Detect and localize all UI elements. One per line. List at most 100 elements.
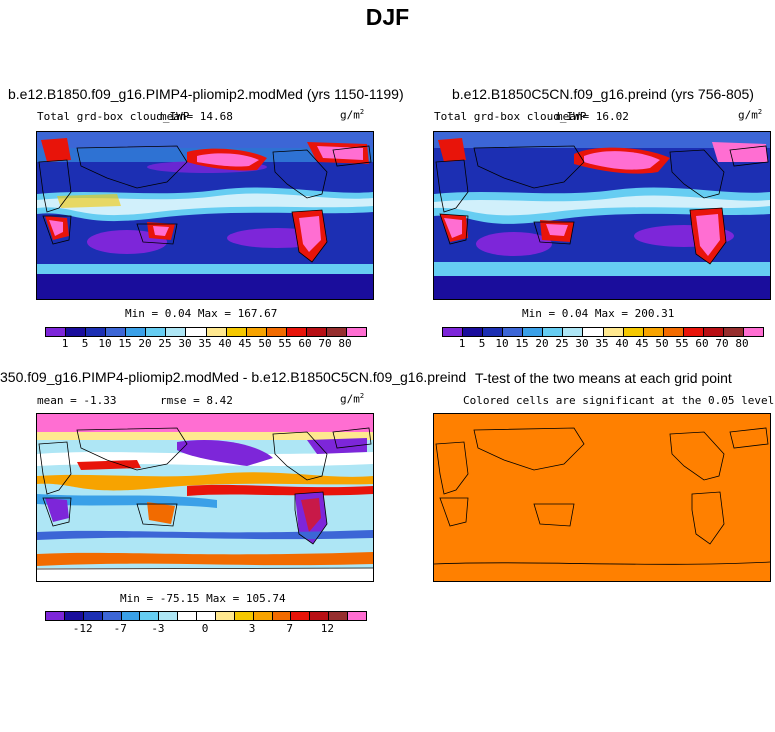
panel1-map-svg (37, 132, 373, 299)
panel3-title: 350.f09_g16.PIMP4-pliomip2.modMed - b.e1… (0, 369, 467, 385)
colorbar-tick-label: 0 (201, 622, 209, 635)
figure-title: DJF (365, 4, 410, 30)
panel3-map-svg (37, 414, 373, 581)
panel2-minmax: Min = 0.04 Max = 200.31 (522, 307, 675, 320)
colorbar-swatch (306, 328, 327, 336)
colorbar-swatch (86, 328, 107, 336)
colorbar-tick-label: 45 (635, 337, 649, 350)
colorbar-swatch (563, 328, 584, 336)
panel1-colorbar-ticks: 1 5 10 15 20 25 30 35 40 45 50 55 60 70 80 (45, 337, 365, 351)
panel2-map (433, 131, 771, 300)
panel4-subtitle: Colored cells are significant at the 0.0… (463, 394, 775, 407)
colorbar-swatch (246, 328, 267, 336)
colorbar-tick-label: 35 (595, 337, 609, 350)
colorbar-swatch (623, 328, 644, 336)
colorbar-swatch (603, 328, 624, 336)
colorbar-swatch (126, 328, 147, 336)
colorbar-tick-label: -7 (113, 622, 127, 635)
colorbar-swatch (215, 612, 235, 620)
colorbar-swatch (234, 612, 254, 620)
colorbar-swatch (703, 328, 724, 336)
panel3-colorbar (45, 611, 367, 621)
panel2-units: g/m2 (738, 108, 763, 122)
colorbar-swatch (266, 328, 287, 336)
colorbar-tick-label: 5 (81, 337, 89, 350)
colorbar-tick-label: 20 (138, 337, 152, 350)
panel1-title: b.e12.B1850.f09_g16.PIMP4-pliomip2.modMe… (8, 86, 404, 102)
colorbar-swatch (310, 612, 330, 620)
panel2-map-svg (434, 132, 770, 299)
colorbar-swatch (346, 328, 366, 336)
panel1-units: g/m2 (340, 108, 365, 122)
panel3-colorbar-ticks: -12 -7 -3 0 3 7 12 (45, 622, 365, 636)
colorbar-tick-label: 5 (478, 337, 486, 350)
colorbar-swatch (291, 612, 311, 620)
colorbar-swatch (197, 612, 216, 620)
colorbar-swatch (83, 612, 103, 620)
colorbar-tick-label: 55 (278, 337, 292, 350)
colorbar-swatch (503, 328, 524, 336)
colorbar-swatch (483, 328, 504, 336)
colorbar-swatch (348, 612, 366, 620)
colorbar-swatch (683, 328, 704, 336)
colorbar-tick-label: 30 (575, 337, 589, 350)
colorbar-tick-label: 60 (298, 337, 312, 350)
colorbar-tick-label: 3 (248, 622, 256, 635)
colorbar-tick-label: 25 (555, 337, 569, 350)
colorbar-swatch (102, 612, 122, 620)
panel3-mean: mean = -1.33 (37, 394, 117, 407)
colorbar-swatch (583, 328, 604, 336)
colorbar-tick-label: 1 (458, 337, 466, 350)
panel1-mean: mean= 14.68 (160, 110, 233, 123)
panel1-minmax: Min = 0.04 Max = 167.67 (125, 307, 278, 320)
colorbar-tick-label: 45 (238, 337, 252, 350)
panel2-title: b.e12.B1850C5CN.f09_g16.preind (yrs 756-… (452, 86, 754, 102)
colorbar-tick-label: 15 (118, 337, 132, 350)
colorbar-tick-label: 7 (286, 622, 294, 635)
colorbar-swatch (523, 328, 544, 336)
panel2-colorbar-ticks: 1 5 10 15 20 25 30 35 40 45 50 55 60 70 80 (442, 337, 762, 351)
panel1-colorbar (45, 327, 367, 337)
colorbar-tick-label: 10 (98, 337, 112, 350)
colorbar-tick-label: 12 (320, 622, 334, 635)
colorbar-swatch (186, 328, 207, 336)
colorbar-swatch (46, 612, 65, 620)
colorbar-tick-label: 40 (218, 337, 232, 350)
colorbar-swatch (121, 612, 141, 620)
colorbar-tick-label: 60 (695, 337, 709, 350)
colorbar-tick-label: 70 (715, 337, 729, 350)
colorbar-tick-label: 40 (615, 337, 629, 350)
colorbar-swatch (146, 328, 167, 336)
colorbar-swatch (226, 328, 247, 336)
colorbar-tick-label: 1 (61, 337, 69, 350)
colorbar-tick-label: 30 (178, 337, 192, 350)
colorbar-swatch (723, 328, 744, 336)
colorbar-swatch (64, 612, 84, 620)
colorbar-swatch (543, 328, 564, 336)
panel2-mean: mean= 16.02 (556, 110, 629, 123)
colorbar-swatch (46, 328, 67, 336)
colorbar-swatch (663, 328, 684, 336)
panel4-map (433, 413, 771, 582)
colorbar-swatch (326, 328, 347, 336)
colorbar-tick-label: 50 (655, 337, 669, 350)
colorbar-tick-label: 80 (338, 337, 352, 350)
colorbar-tick-label: 70 (318, 337, 332, 350)
colorbar-swatch (66, 328, 87, 336)
colorbar-tick-label: 10 (495, 337, 509, 350)
colorbar-tick-label: 20 (535, 337, 549, 350)
panel3-map (36, 413, 374, 582)
colorbar-tick-label: 35 (198, 337, 212, 350)
colorbar-swatch (206, 328, 227, 336)
colorbar-swatch (443, 328, 464, 336)
colorbar-tick-label: 50 (258, 337, 272, 350)
panel2-variable-label: Total grd-box cloud_IWP (434, 110, 587, 123)
colorbar-swatch (286, 328, 307, 336)
colorbar-swatch (253, 612, 273, 620)
colorbar-tick-label: 25 (158, 337, 172, 350)
panel3-rmse: rmse = 8.42 (160, 394, 233, 407)
colorbar-swatch (743, 328, 763, 336)
colorbar-tick-label: -12 (72, 622, 93, 635)
panel1-variable-label: Total grd-box cloud_IWP (37, 110, 190, 123)
colorbar-swatch (106, 328, 127, 336)
